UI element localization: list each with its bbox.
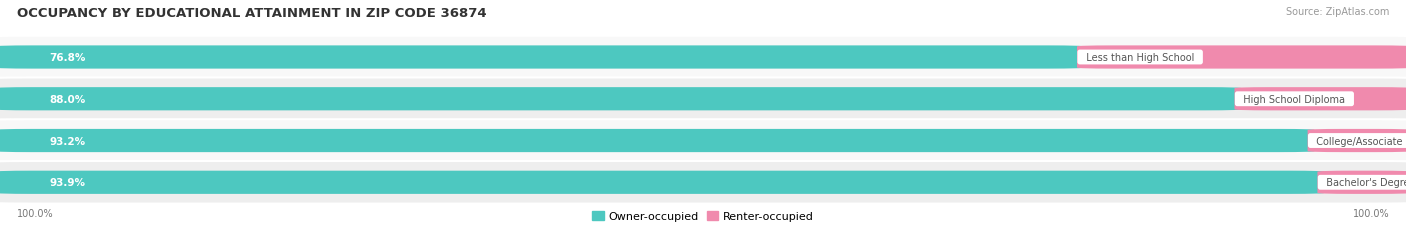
FancyBboxPatch shape [0, 120, 1406, 162]
FancyBboxPatch shape [1077, 46, 1406, 69]
Text: Less than High School: Less than High School [1080, 53, 1201, 63]
Text: 93.2%: 93.2% [49, 136, 86, 146]
FancyBboxPatch shape [1317, 171, 1406, 194]
Legend: Owner-occupied, Renter-occupied: Owner-occupied, Renter-occupied [588, 206, 818, 225]
FancyBboxPatch shape [1234, 88, 1406, 111]
FancyBboxPatch shape [1308, 129, 1406, 152]
FancyBboxPatch shape [0, 161, 1406, 204]
Text: 76.8%: 76.8% [49, 53, 86, 63]
FancyBboxPatch shape [0, 78, 1406, 121]
FancyBboxPatch shape [0, 46, 1084, 69]
Text: 100.0%: 100.0% [1353, 208, 1389, 218]
FancyBboxPatch shape [0, 88, 1241, 111]
FancyBboxPatch shape [0, 36, 1406, 79]
FancyBboxPatch shape [0, 129, 1315, 152]
FancyBboxPatch shape [0, 171, 1324, 194]
Text: OCCUPANCY BY EDUCATIONAL ATTAINMENT IN ZIP CODE 36874: OCCUPANCY BY EDUCATIONAL ATTAINMENT IN Z… [17, 7, 486, 20]
Text: Bachelor's Degree or higher: Bachelor's Degree or higher [1320, 177, 1406, 188]
Text: High School Diploma: High School Diploma [1237, 94, 1351, 104]
Text: Source: ZipAtlas.com: Source: ZipAtlas.com [1285, 7, 1389, 17]
Text: 93.9%: 93.9% [49, 177, 86, 188]
Text: 100.0%: 100.0% [17, 208, 53, 218]
Text: College/Associate Degree: College/Associate Degree [1310, 136, 1406, 146]
Text: 88.0%: 88.0% [49, 94, 86, 104]
